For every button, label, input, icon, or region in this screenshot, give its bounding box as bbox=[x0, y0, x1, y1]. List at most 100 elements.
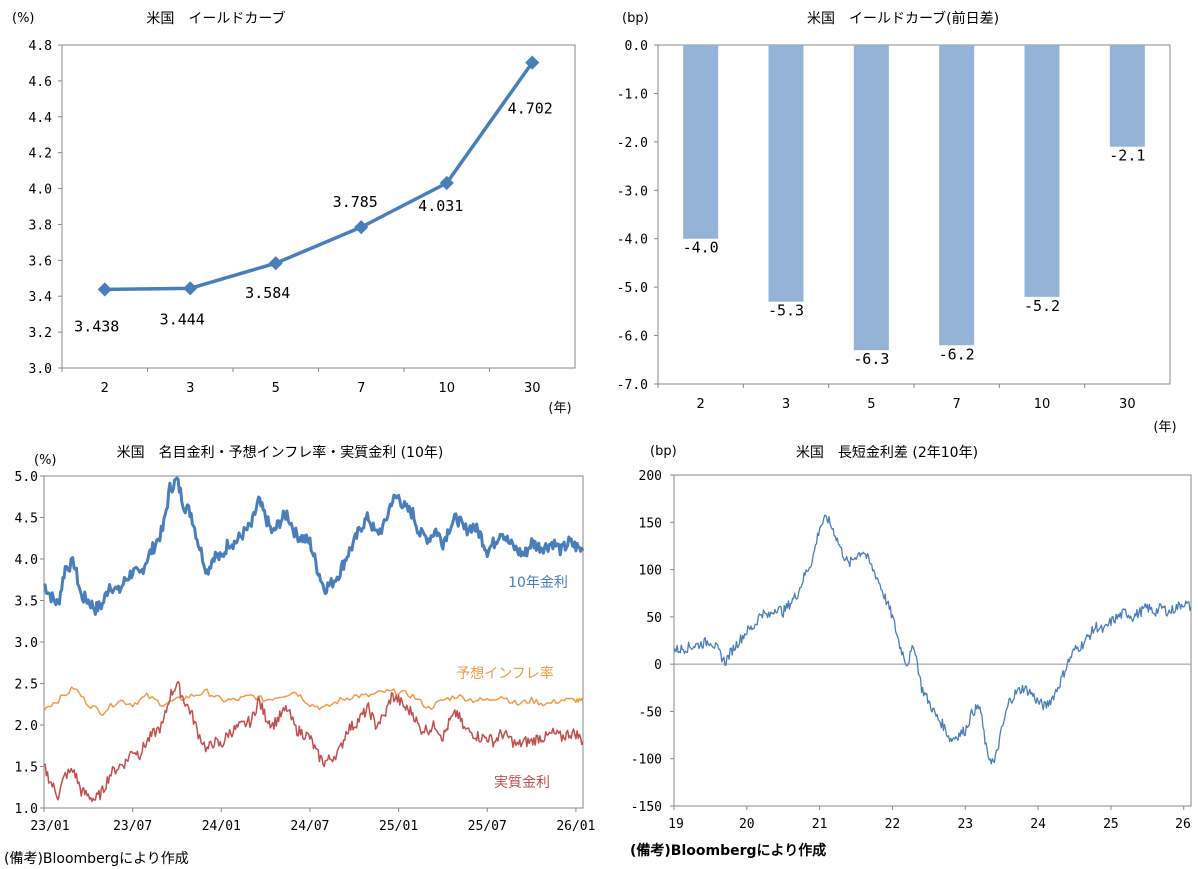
x-tick-label: 25/01 bbox=[379, 819, 418, 834]
y-tick-label: 3.5 bbox=[15, 595, 38, 610]
data-point bbox=[354, 220, 369, 235]
y-tick-label: -2.0 bbox=[617, 136, 648, 151]
data-label: 3.785 bbox=[333, 193, 378, 211]
x-tick-label: 23 bbox=[957, 817, 973, 832]
y-axis-unit: (bp) bbox=[650, 444, 677, 459]
data-point bbox=[268, 256, 283, 271]
y-tick-label: -1.0 bbox=[617, 87, 648, 102]
y-tick-label: 3.6 bbox=[29, 254, 52, 269]
series-line bbox=[43, 680, 584, 803]
y-tick-label: 4.0 bbox=[29, 183, 52, 198]
data-label: 3.444 bbox=[160, 310, 205, 328]
series-line bbox=[43, 686, 584, 717]
y-tick-label: 2.5 bbox=[15, 678, 38, 693]
y-tick-label: 0.0 bbox=[625, 39, 648, 54]
data-label: 4.031 bbox=[418, 197, 463, 215]
y-tick-label: 4.0 bbox=[15, 553, 38, 568]
yield-line bbox=[104, 61, 534, 292]
x-tick-label: 3 bbox=[186, 381, 194, 396]
y-tick-label: 3.0 bbox=[29, 362, 52, 377]
y-tick-label: -6.0 bbox=[617, 330, 648, 345]
source-note-left: (備考)Bloombergにより作成 bbox=[4, 851, 189, 867]
y-tick-label: 3.2 bbox=[29, 326, 52, 341]
series-line bbox=[42, 476, 585, 616]
x-axis-unit: (年) bbox=[548, 401, 571, 416]
spread-line bbox=[673, 514, 1192, 765]
x-tick-label: 25 bbox=[1103, 817, 1119, 832]
x-tick-label: 7 bbox=[357, 381, 365, 396]
plot-area bbox=[61, 44, 576, 369]
x-tick-label: 30 bbox=[524, 381, 541, 396]
bar bbox=[939, 45, 975, 346]
chart-title: 米国 イールドカーブ(前日差) bbox=[807, 10, 999, 27]
data-point bbox=[439, 175, 454, 191]
y-tick-label: -100 bbox=[631, 753, 662, 768]
y-tick-label: 3.0 bbox=[15, 636, 38, 651]
bar bbox=[1024, 45, 1060, 297]
x-tick-label: 19 bbox=[668, 817, 684, 832]
series-label: 予想インフレ率 bbox=[456, 665, 554, 682]
data-label: -5.2 bbox=[1024, 297, 1060, 315]
yield-spread-chart: 米国 長短金利差 (2年10年) (bp) 200 150 100 50 0 -50 -100 -… bbox=[631, 444, 1192, 832]
x-tick-label: 20 bbox=[739, 817, 755, 832]
x-tick-label: 24/07 bbox=[290, 819, 329, 834]
plot-area bbox=[657, 44, 1171, 385]
data-label: -5.3 bbox=[768, 302, 804, 320]
source-note-right: (備考)Bloombergにより作成 bbox=[630, 843, 827, 859]
data-label: -2.1 bbox=[1109, 147, 1145, 165]
x-tick-label: 21 bbox=[812, 817, 828, 832]
y-tick-label: -5.0 bbox=[617, 281, 648, 296]
y-axis-unit: (%) bbox=[34, 453, 57, 468]
x-tick-label: 23/07 bbox=[113, 819, 152, 834]
y-tick-label: 1.5 bbox=[15, 761, 38, 776]
y-axis-unit: (%) bbox=[12, 11, 35, 26]
x-tick-label: 5 bbox=[867, 397, 875, 412]
x-tick-label: 26 bbox=[1175, 817, 1191, 832]
x-tick-label: 7 bbox=[953, 397, 961, 412]
x-tick-label: 30 bbox=[1119, 397, 1136, 412]
plot-area bbox=[673, 474, 1192, 807]
bar bbox=[683, 45, 719, 239]
x-tick-label: 26/01 bbox=[556, 819, 595, 834]
data-label: 3.584 bbox=[245, 284, 290, 302]
y-tick-label: 4.5 bbox=[15, 512, 38, 527]
y-tick-label: -50 bbox=[639, 705, 662, 720]
data-point bbox=[97, 282, 112, 297]
chart-title: 米国 長短金利差 (2年10年) bbox=[796, 445, 978, 461]
plot-area bbox=[43, 475, 584, 809]
y-tick-label: 4.2 bbox=[29, 147, 52, 162]
bar bbox=[1109, 45, 1145, 147]
y-tick-label: 4.8 bbox=[29, 39, 52, 54]
y-tick-label: 5.0 bbox=[15, 470, 38, 485]
x-axis-unit: (年) bbox=[1153, 420, 1176, 435]
data-label: -6.3 bbox=[853, 350, 889, 368]
y-tick-label: 2.0 bbox=[15, 719, 38, 734]
data-label: -6.2 bbox=[939, 345, 975, 363]
data-label: -4.0 bbox=[683, 239, 719, 257]
y-tick-label: -3.0 bbox=[617, 184, 648, 199]
bar bbox=[768, 45, 804, 302]
yield-curve-chart: 米国 イールドカーブ (%) (年) 3.0 3.2 3.4 3.6 3.8 4.0 4.2 4.4… bbox=[12, 10, 576, 416]
data-point bbox=[525, 55, 540, 70]
y-tick-label: 150 bbox=[639, 516, 662, 531]
series-label: 10年金利 bbox=[508, 575, 568, 591]
x-tick-label: 10 bbox=[1034, 397, 1051, 412]
y-tick-label: 200 bbox=[639, 469, 662, 484]
y-tick-label: -150 bbox=[631, 800, 662, 815]
series-label: 実質金利 bbox=[494, 775, 550, 791]
chart-title: 米国 名目金利・予想インフレ率・実質金利 (10年) bbox=[117, 444, 444, 461]
data-point bbox=[183, 281, 198, 296]
y-tick-label: 1.0 bbox=[15, 802, 38, 817]
y-tick-label: 4.6 bbox=[29, 75, 52, 90]
chart-title: 米国 イールドカーブ bbox=[146, 10, 285, 27]
y-tick-label: 3.8 bbox=[29, 218, 52, 233]
x-tick-label: 25/07 bbox=[468, 819, 507, 834]
y-tick-label: 0 bbox=[654, 658, 662, 673]
y-tick-label: 50 bbox=[646, 611, 662, 626]
y-axis-unit: (bp) bbox=[622, 11, 649, 26]
x-tick-label: 10 bbox=[438, 381, 455, 396]
x-tick-label: 2 bbox=[697, 397, 705, 412]
y-tick-label: -4.0 bbox=[617, 233, 648, 248]
yield-curve-change-chart: 米国 イールドカーブ(前日差) (bp) (年) 0.0 -1.0 -2.0 -3.0 -4.… bbox=[617, 10, 1177, 435]
x-tick-label: 3 bbox=[782, 397, 790, 412]
